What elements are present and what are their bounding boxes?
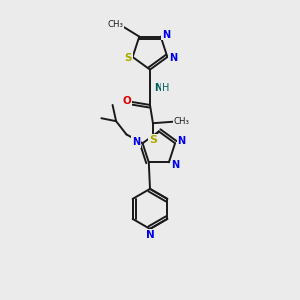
Text: N: N (162, 29, 170, 40)
Text: S: S (149, 135, 157, 145)
Text: CH₃: CH₃ (107, 20, 123, 29)
Text: N: N (171, 160, 179, 170)
Text: O: O (122, 96, 131, 106)
Text: N: N (132, 137, 140, 147)
Text: N: N (146, 230, 154, 240)
Text: H: H (162, 83, 169, 93)
Text: N: N (178, 136, 186, 146)
Text: CH₃: CH₃ (174, 117, 190, 126)
Text: N: N (169, 53, 177, 63)
Text: N: N (154, 83, 162, 93)
Text: S: S (124, 53, 132, 63)
